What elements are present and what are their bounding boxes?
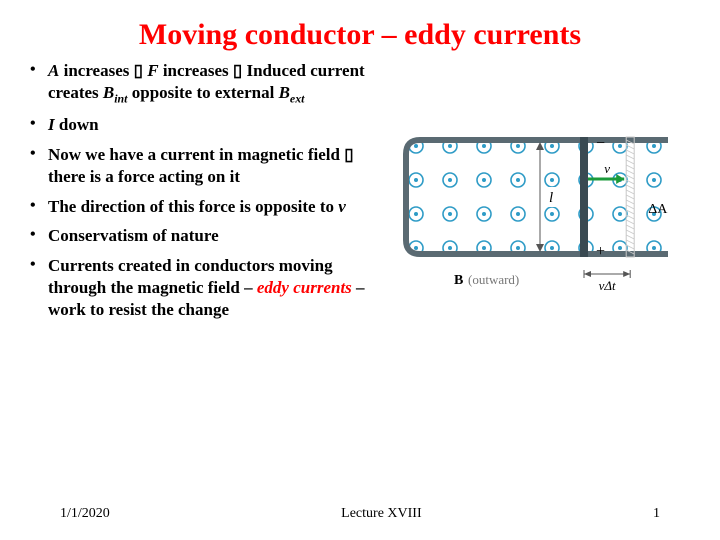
svg-text:+: +	[596, 243, 605, 260]
page-title: Moving conductor – eddy currents	[0, 0, 720, 60]
bullet-item: Now we have a current in magnetic field …	[28, 144, 388, 188]
bullet-item: Currents created in conductors moving th…	[28, 255, 388, 320]
footer-date: 1/1/2020	[60, 506, 110, 522]
bullet-list: A increases ▯ F increases ▯ Induced curr…	[28, 60, 400, 337]
svg-text:B: B	[454, 273, 463, 288]
svg-text:vΔt: vΔt	[599, 278, 616, 293]
figure-panel: v − + l ΔA vΔt B (outward)	[400, 60, 700, 337]
bullet-item: Conservatism of nature	[28, 225, 388, 247]
bullet-item: A increases ▯ F increases ▯ Induced curr…	[28, 60, 388, 106]
bullet-item: The direction of this force is opposite …	[28, 196, 388, 218]
svg-text:l: l	[549, 190, 553, 206]
svg-text:(outward): (outward)	[468, 272, 519, 287]
svg-text:−: −	[596, 135, 605, 152]
content-row: A increases ▯ F increases ▯ Induced curr…	[0, 60, 720, 337]
eddy-current-diagram: v − + l ΔA vΔt B (outward)	[400, 132, 700, 332]
footer: 1/1/2020 Lecture XVIII 1	[0, 506, 720, 522]
svg-text:v: v	[604, 161, 610, 176]
footer-center: Lecture XVIII	[341, 506, 421, 522]
svg-text:ΔA: ΔA	[648, 202, 668, 217]
bullet-item: I down	[28, 114, 388, 136]
footer-page: 1	[653, 506, 660, 522]
